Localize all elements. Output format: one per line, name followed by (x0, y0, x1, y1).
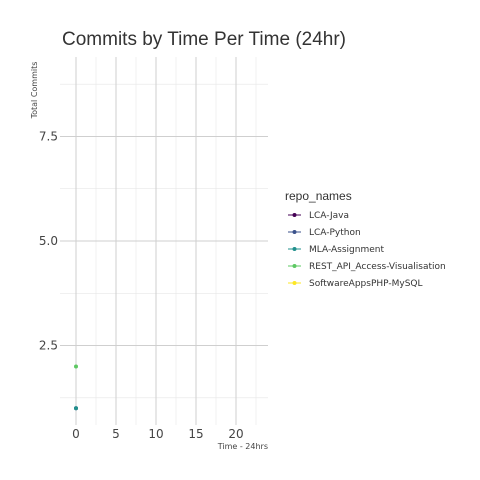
legend-key-point (292, 230, 297, 234)
x-tick-label: 10 (148, 427, 163, 441)
data-point (74, 406, 78, 411)
legend-label: LCA-Java (309, 211, 349, 221)
data-points (74, 364, 78, 411)
legend-key-point (292, 213, 297, 217)
axis-ticks: 0 5 10 15 20 2.5 5.0 7.5 (39, 129, 244, 441)
legend-items: LCA-Java LCA-Python MLA-Assignment REST_API… (288, 211, 446, 289)
grid-lines (60, 57, 268, 425)
data-point (74, 364, 78, 369)
legend-item: SoftwareAppsPHP-MySQL (288, 279, 423, 289)
x-tick-label: 5 (112, 427, 120, 441)
legend-label: LCA-Python (309, 228, 361, 238)
y-tick-label: 7.5 (39, 129, 58, 143)
legend-item: MLA-Assignment (288, 245, 384, 255)
x-tick-label: 15 (188, 427, 203, 441)
legend-label: MLA-Assignment (309, 245, 384, 255)
legend: repo_names LCA-Java LCA-Python MLA-Assignm… (285, 189, 446, 289)
legend-item: REST_API_Access-Visualisation (288, 262, 446, 272)
legend-title: repo_names (285, 189, 352, 203)
chart-title: Commits by Time Per Time (24hr) (62, 29, 346, 50)
y-axis-label: Total Commits (30, 62, 39, 120)
x-tick-label: 0 (72, 427, 80, 441)
legend-key-point (292, 247, 297, 251)
legend-key-point (292, 281, 297, 285)
x-tick-label: 20 (228, 427, 243, 441)
x-axis-label: Time - 24hrs (217, 442, 268, 451)
legend-label: SoftwareAppsPHP-MySQL (309, 279, 423, 289)
y-tick-label: 5.0 (39, 234, 58, 248)
legend-item: LCA-Python (288, 228, 361, 238)
legend-key-point (292, 264, 297, 268)
legend-item: LCA-Java (288, 211, 349, 221)
legend-label: REST_API_Access-Visualisation (309, 262, 446, 272)
y-tick-label: 2.5 (39, 339, 58, 353)
